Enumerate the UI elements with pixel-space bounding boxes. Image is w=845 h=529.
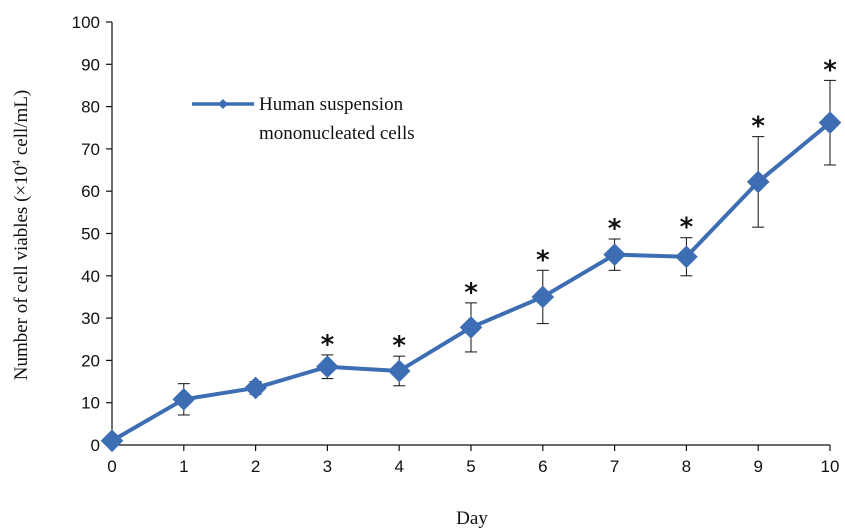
data-point [531,285,555,309]
data-point [818,111,842,134]
significance-star: * [751,112,765,142]
x-tick-label: 1 [179,457,188,476]
significance-star: * [608,214,622,244]
x-tick-label: 5 [466,457,475,476]
legend-label-line-1: Human suspension [259,94,404,115]
x-tick-label: 2 [251,457,260,476]
y-tick-label: 20 [81,351,100,370]
x-tick-label: 4 [394,457,403,476]
data-point [172,388,196,411]
y-tick-label: 0 [91,436,100,455]
legend: Human suspension mononucleated cells [192,94,415,144]
significance-star: * [823,55,837,85]
y-tick-label: 70 [81,140,100,159]
significance-star: * [680,213,694,243]
y-tick-label: 100 [72,13,100,32]
y-tick-label: 60 [81,182,100,201]
data-point [603,243,626,266]
x-tick-label: 3 [323,457,332,476]
x-tick-label: 10 [821,457,840,476]
data-point [100,429,124,453]
significance-star: * [536,245,550,275]
data-point [675,245,698,269]
x-axis-title: Day [456,508,488,529]
x-ticks: 0 1 2 3 4 5 6 7 8 9 10 [107,445,839,476]
y-axis-title-superscript: 4 [9,160,23,166]
axes [111,22,830,446]
error-bars [106,79,836,443]
y-tick-label: 40 [81,267,100,286]
x-tick-label: 9 [753,457,762,476]
data-point [387,359,411,383]
y-axis-title-prefix: Number of cell viables (×10 [11,166,32,380]
data-point [459,316,483,339]
significance-marks: * * * * * * * * [321,55,838,361]
significance-star: * [464,278,478,308]
legend-marker [218,99,228,109]
y-tick-label: 30 [81,309,100,328]
y-tick-label: 90 [81,55,100,74]
legend-label-line-2: mononucleated cells [259,123,415,144]
significance-star: * [321,330,335,360]
y-tick-label: 50 [81,225,100,244]
significance-star: * [392,331,406,361]
y-tick-label: 10 [81,394,100,413]
x-tick-label: 8 [682,457,691,476]
y-ticks: 0 10 20 30 40 50 60 70 80 90 100 [72,13,112,455]
y-axis-title-suffix: cell/mL) [11,90,32,160]
data-point [244,376,267,400]
x-tick-label: 7 [610,457,619,476]
y-axis-title: Number of cell viables (×104 cell/mL) [9,90,32,381]
y-tick-label: 80 [81,98,100,117]
x-tick-label: 0 [107,457,116,476]
x-tick-label: 6 [538,457,547,476]
data-point [316,355,339,379]
